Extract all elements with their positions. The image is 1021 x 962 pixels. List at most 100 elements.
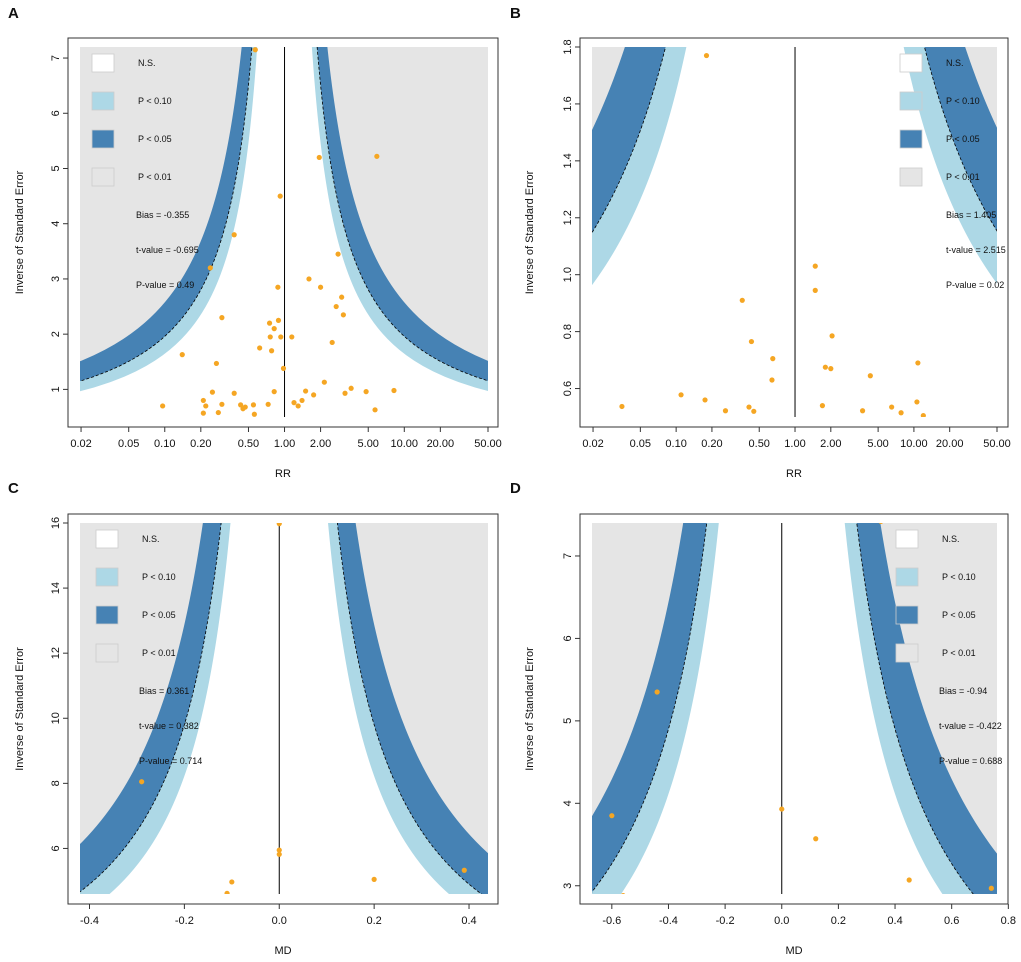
y-tick-label: 0.6 bbox=[562, 381, 574, 396]
y-tick-label: 7 bbox=[562, 553, 574, 559]
y-tick-label: 14 bbox=[50, 582, 62, 594]
legend-swatch bbox=[91, 91, 115, 111]
study-point bbox=[906, 877, 912, 883]
plot-frame bbox=[579, 37, 1009, 428]
study-point bbox=[295, 403, 301, 409]
stat-text: P-value = 0.49 bbox=[136, 280, 194, 290]
legend-swatch bbox=[95, 643, 119, 663]
legend-label: P < 0.05 bbox=[946, 134, 980, 144]
study-point bbox=[678, 392, 684, 398]
panel-a: 0.02 0.05 0.10 0.20 0.50 1.00 2.00 5.00 10.00 20.… bbox=[8, 5, 502, 480]
study-point bbox=[619, 403, 625, 410]
study-point bbox=[207, 265, 213, 271]
study-point bbox=[621, 893, 626, 894]
plot-region bbox=[592, 47, 997, 417]
study-point bbox=[289, 334, 295, 340]
study-point bbox=[748, 338, 755, 345]
legend-label: P < 0.05 bbox=[138, 134, 172, 144]
stat-text: Bias = 0.361 bbox=[139, 686, 189, 696]
study-point bbox=[266, 320, 273, 326]
study-point bbox=[342, 390, 348, 396]
study-point bbox=[257, 345, 263, 351]
x-tick-label: 2.00 bbox=[820, 438, 841, 450]
legend-swatch bbox=[899, 91, 923, 111]
dashed-limit-left bbox=[592, 523, 708, 893]
study-point bbox=[231, 232, 237, 238]
study-point bbox=[200, 397, 206, 404]
stat-text: t-value = 2.515 bbox=[946, 245, 1006, 255]
y-tick-label: 5 bbox=[562, 718, 574, 724]
x-axis-label: MD bbox=[785, 945, 802, 957]
legend-label: N.S. bbox=[942, 534, 960, 544]
study-point bbox=[988, 885, 994, 891]
x-axis-label: RR bbox=[275, 468, 291, 480]
legend-swatch bbox=[899, 167, 923, 187]
legend-swatch bbox=[95, 605, 119, 625]
x-tick-label: 0.6 bbox=[944, 915, 959, 927]
ns-region bbox=[80, 47, 488, 417]
study-point bbox=[203, 403, 209, 409]
study-point bbox=[363, 389, 369, 395]
study-point bbox=[231, 390, 237, 396]
study-point bbox=[751, 408, 757, 414]
panel-letter: A bbox=[8, 5, 19, 22]
x-tick-label: 20.00 bbox=[427, 438, 455, 450]
study-point bbox=[348, 385, 354, 391]
x-tick-label: -0.2 bbox=[716, 915, 735, 927]
x-tick-label: 0.4 bbox=[887, 915, 902, 927]
x-axis-label: RR bbox=[786, 468, 802, 480]
x-tick-label: 0.20 bbox=[190, 438, 211, 450]
legend-swatch bbox=[95, 567, 119, 587]
legend-label: P < 0.01 bbox=[946, 172, 980, 182]
x-tick-label: 0.2 bbox=[831, 915, 846, 927]
study-point bbox=[139, 779, 145, 785]
study-point bbox=[335, 251, 341, 257]
study-point bbox=[278, 334, 284, 340]
study-point bbox=[316, 154, 322, 161]
y-tick-label: 1.8 bbox=[562, 39, 574, 54]
stat-text: Bias = 1.405 bbox=[946, 210, 996, 220]
y-axis-label: Inverse of Standard Error bbox=[14, 170, 26, 294]
x-tick-label: 5.00 bbox=[867, 438, 888, 450]
legend-swatch bbox=[95, 529, 119, 549]
study-point bbox=[878, 523, 883, 524]
x-tick-label: 0.0 bbox=[272, 915, 287, 927]
study-point bbox=[275, 284, 281, 290]
y-tick-label: 16 bbox=[50, 517, 62, 529]
legend-label: P < 0.05 bbox=[142, 610, 176, 620]
y-tick-label: 1.2 bbox=[562, 210, 574, 225]
legend-swatch bbox=[91, 53, 115, 73]
study-point bbox=[224, 890, 230, 894]
study-point bbox=[859, 408, 866, 414]
study-point bbox=[920, 412, 926, 417]
x-tick-label: 0.50 bbox=[749, 438, 770, 450]
dashed-limit-left bbox=[592, 47, 666, 234]
stat-text: Bias = -0.94 bbox=[939, 686, 987, 696]
study-point bbox=[280, 365, 287, 371]
study-point bbox=[299, 397, 305, 404]
legend-swatch bbox=[895, 605, 919, 625]
x-tick-label: 50.00 bbox=[474, 438, 502, 450]
x-tick-label: 0.05 bbox=[630, 438, 651, 450]
study-point bbox=[271, 389, 277, 395]
legend-swatch bbox=[899, 129, 923, 149]
y-tick-label: 1 bbox=[50, 386, 62, 392]
stat-text: t-value = 0.382 bbox=[139, 721, 199, 731]
y-tick-label: 1.4 bbox=[562, 153, 574, 168]
y-tick-label: 12 bbox=[50, 647, 62, 659]
legend-label: P < 0.05 bbox=[942, 610, 976, 620]
study-point bbox=[898, 410, 904, 416]
study-point bbox=[819, 403, 826, 409]
x-axis-label: MD bbox=[274, 945, 291, 957]
study-point bbox=[291, 400, 297, 406]
study-point bbox=[267, 334, 273, 340]
study-point bbox=[333, 303, 339, 310]
study-point bbox=[250, 402, 257, 408]
x-tick-label: 0.10 bbox=[665, 438, 686, 450]
legend-swatch bbox=[895, 643, 919, 663]
study-point bbox=[321, 379, 327, 385]
ns-region bbox=[592, 47, 997, 417]
legend-label: N.S. bbox=[142, 534, 160, 544]
study-point bbox=[371, 876, 377, 882]
study-point bbox=[229, 879, 235, 885]
